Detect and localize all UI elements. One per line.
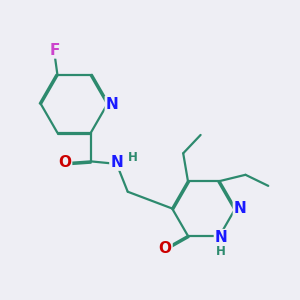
- Text: O: O: [159, 241, 172, 256]
- Text: F: F: [49, 43, 59, 58]
- Text: N: N: [110, 155, 123, 170]
- Text: H: H: [216, 244, 226, 258]
- Text: O: O: [58, 155, 71, 170]
- Text: H: H: [128, 151, 137, 164]
- Text: N: N: [234, 201, 247, 216]
- Text: N: N: [106, 97, 118, 112]
- Text: N: N: [215, 230, 227, 245]
